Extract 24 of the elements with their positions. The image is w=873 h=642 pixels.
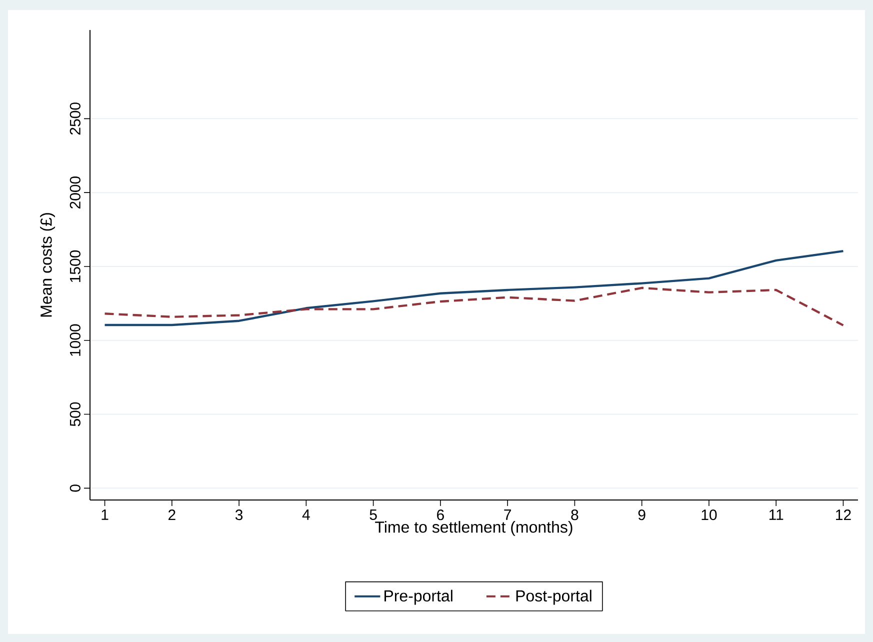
- x-tick-label: 6: [437, 510, 444, 520]
- x-tick-label: 8: [571, 510, 578, 520]
- x-tick-label: 3: [235, 510, 243, 520]
- x-tick-label: 5: [370, 510, 377, 520]
- x-tick-label: 12: [836, 510, 851, 520]
- y-tick-label: 1000: [70, 324, 80, 356]
- x-tick-label: 9: [638, 510, 646, 520]
- x-tick-label: 4: [302, 510, 310, 520]
- y-tick-label: 1500: [70, 250, 80, 282]
- legend-label: Pre-portal: [384, 590, 452, 605]
- y-tick-label: 500: [70, 402, 80, 426]
- y-tick-label: 0: [70, 484, 80, 492]
- x-tick-label: 2: [168, 510, 176, 520]
- x-tick-label: 11: [769, 510, 784, 520]
- line-series: [104, 286, 844, 326]
- x-tick-label: 1: [102, 510, 108, 520]
- line-series: [104, 250, 844, 326]
- x-tick-label: 7: [504, 510, 511, 520]
- y-axis-title: Mean costs (£): [40, 213, 55, 317]
- x-axis-title: Time to settlement (months): [375, 521, 572, 536]
- x-tick-label: 10: [702, 510, 717, 520]
- y-tick-label: 2500: [70, 102, 80, 135]
- y-tick-label: 2000: [70, 176, 80, 208]
- legend-label: Post-portal: [516, 590, 592, 605]
